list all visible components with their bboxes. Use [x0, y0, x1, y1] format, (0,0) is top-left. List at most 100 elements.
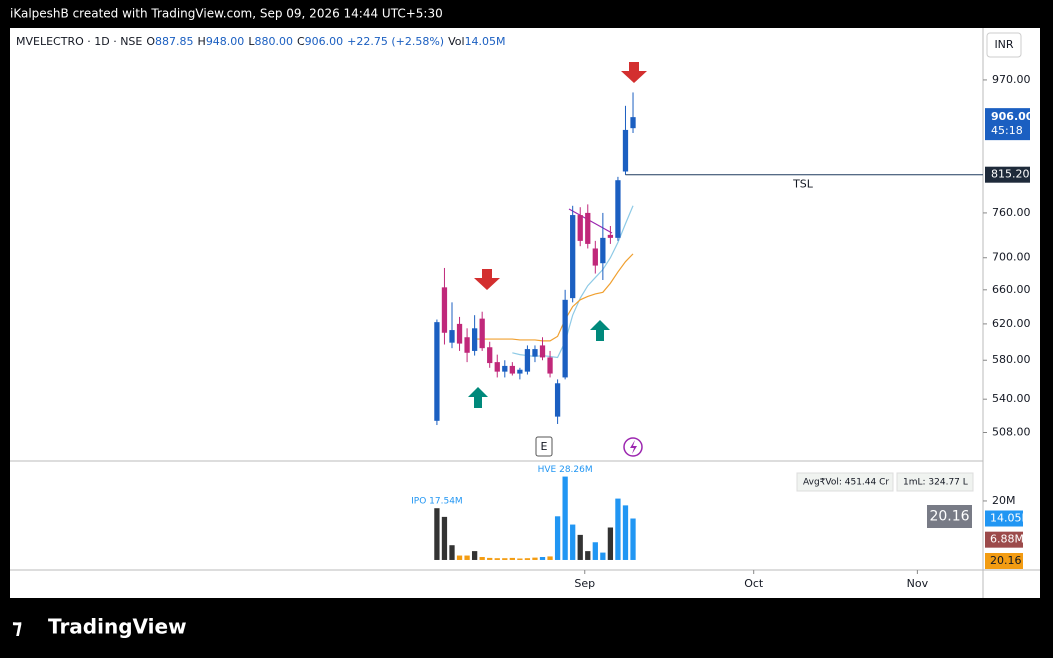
tsl-badge-label: 815.20 — [991, 168, 1030, 181]
volume-bar — [539, 557, 546, 560]
volume-bar — [615, 498, 621, 560]
volume-bar — [577, 534, 583, 560]
volume-bar — [456, 555, 463, 560]
volume-bar — [441, 516, 448, 560]
volume-badge-label: 14.05M — [990, 512, 1031, 525]
candle-body — [502, 365, 508, 372]
x-tick-label: Sep — [574, 577, 595, 590]
event-icon-bolt — [630, 440, 637, 454]
legend: MVELECTRO · 1D · NSE O887.85 H948.00 L880.0… — [16, 35, 506, 48]
logo-mark: ⁊ — [12, 615, 22, 639]
y-tick-label: 700.00 — [992, 251, 1031, 264]
candle-body — [539, 345, 546, 358]
volume-bar — [554, 516, 561, 560]
indicator-badge — [985, 553, 1023, 569]
y-tick-label: 660.00 — [992, 283, 1031, 296]
candle-body — [607, 234, 614, 238]
header: iKalpeshB created with TradingView.com, … — [10, 7, 443, 21]
x-tick-label: Nov — [907, 577, 929, 590]
volume-bar — [494, 558, 500, 560]
volume-bar — [464, 555, 470, 560]
candle-body — [547, 357, 553, 374]
candle-body — [630, 117, 636, 129]
x-tick-label: Oct — [744, 577, 764, 590]
volume-bar — [570, 524, 576, 560]
volume-bar — [585, 551, 591, 560]
candle-body — [471, 328, 478, 351]
legend-key: L — [248, 35, 255, 48]
sell-arrow — [474, 269, 500, 290]
moving-average — [474, 253, 634, 342]
y-tick-label: 580.00 — [992, 353, 1031, 366]
currency-box[interactable] — [986, 32, 1022, 58]
legend-key: H — [198, 35, 206, 48]
volume-bar — [479, 557, 485, 560]
candle-body — [577, 215, 583, 241]
candle-body — [562, 299, 568, 378]
stat-label: 1mL: 324.77 L — [903, 478, 968, 488]
candle-body — [615, 180, 621, 238]
stat-box — [896, 472, 974, 492]
legend-key: C — [297, 35, 305, 48]
symbol: MVELECTRO · 1D · NSE — [16, 35, 142, 48]
y-tick-label: 508.00 — [992, 425, 1031, 438]
y-tick-label: 970.00 — [992, 73, 1031, 86]
legend-change: +22.75 (+2.58%) — [347, 35, 444, 48]
vol-tick-label: 20M — [992, 494, 1016, 507]
candle-body — [592, 248, 598, 266]
legend-value: 887.85 — [155, 35, 194, 48]
candle-body — [434, 322, 440, 421]
price-badge-label: 906.00 — [991, 110, 1034, 123]
earnings-marker: E — [541, 440, 548, 453]
volume-bar — [471, 551, 478, 560]
candle-body — [532, 349, 538, 357]
candle-body — [517, 369, 523, 374]
trendline — [568, 208, 613, 234]
indicator-box — [927, 505, 972, 528]
stat-label: Avg₹Vol: 451.44 Cr — [803, 478, 889, 488]
legend-key: Vol — [448, 35, 464, 48]
legend-value: 948.00 — [206, 35, 245, 48]
volume-bar — [509, 557, 515, 560]
y-tick-label: 620.00 — [992, 317, 1031, 330]
buy-arrow — [468, 387, 488, 408]
volume-bar — [562, 476, 568, 560]
tsl-badge — [985, 166, 1030, 183]
candle-body — [554, 383, 561, 417]
volume-badge — [985, 510, 1023, 527]
chart-panel — [10, 28, 1040, 598]
candle-body — [441, 287, 448, 333]
volume-badge-label: 6.88M — [990, 533, 1024, 546]
candle-body — [494, 362, 500, 372]
legend-value: 14.05M — [465, 35, 506, 48]
candle-body — [622, 129, 629, 172]
tsl-text: TSL — [792, 178, 814, 191]
volume-bar — [532, 557, 538, 560]
candle-body — [464, 337, 470, 353]
candle-body — [479, 318, 485, 349]
price-badge — [985, 108, 1030, 141]
legend-value: 906.00 — [305, 35, 344, 48]
candle-body — [509, 365, 515, 374]
candle-body — [449, 330, 455, 343]
volume-bar — [622, 505, 629, 560]
volume-bar — [630, 518, 636, 560]
stat-box — [796, 472, 894, 492]
legend-key: O — [146, 35, 155, 48]
buy-arrow — [590, 320, 610, 341]
indicator-box-label: 20.16 — [929, 509, 969, 525]
candle-body — [570, 215, 576, 299]
volume-bar — [487, 557, 493, 560]
volume-bar — [517, 558, 523, 560]
sell-arrow — [621, 62, 647, 83]
volume-bar — [600, 552, 606, 560]
price-countdown: 45:18 — [991, 124, 1023, 137]
candle-body — [585, 212, 591, 244]
volume-annotation: IPO 17.54M — [411, 497, 463, 507]
candle-body — [600, 237, 606, 264]
volume-bar — [547, 556, 553, 560]
candle-body — [487, 347, 493, 364]
earnings-box[interactable] — [535, 436, 553, 457]
volume-bar — [607, 527, 614, 560]
